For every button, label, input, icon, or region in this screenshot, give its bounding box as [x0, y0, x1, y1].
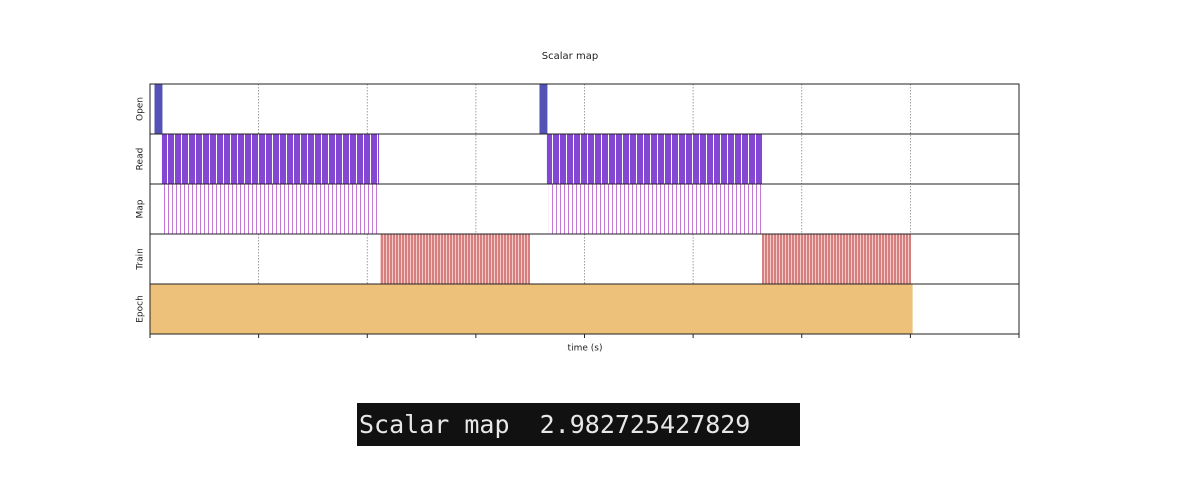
console-output: Scalar map 2.982725427829 — [357, 403, 800, 446]
interval-bar — [539, 84, 548, 134]
chart: Scalar map time (s) Open Read Map Train Epoc… — [136, 51, 1020, 354]
console-value: 2.982725427829 — [539, 410, 751, 439]
interval-bar — [548, 184, 762, 234]
interval-bar — [546, 134, 762, 184]
row-label: Open — [136, 97, 146, 121]
row-label: Read — [136, 148, 146, 171]
interval-bar — [761, 234, 912, 284]
interval-bar — [380, 234, 530, 284]
x-axis-label: time (s) — [568, 344, 603, 354]
row-label: Train — [136, 248, 146, 271]
interval-bar — [154, 84, 163, 134]
row-label: Epoch — [136, 295, 146, 323]
row-label: Map — [136, 199, 146, 218]
interval-bar — [530, 284, 913, 334]
interval-bar — [163, 184, 379, 234]
interval-bar — [161, 134, 379, 184]
chart-title: Scalar map — [542, 51, 598, 62]
interval-bar — [149, 284, 532, 334]
row-frame — [149, 283, 1020, 335]
console-label: Scalar map — [359, 410, 510, 439]
